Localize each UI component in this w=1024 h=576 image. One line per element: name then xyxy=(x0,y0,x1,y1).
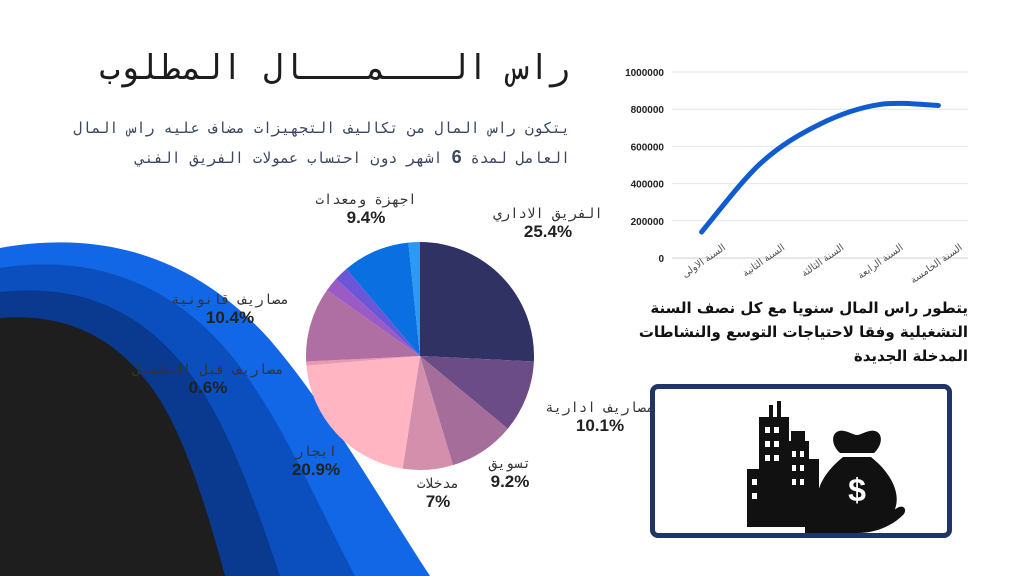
pie-label-value: 7% xyxy=(425,492,451,511)
buildings-money-bag-icon: $ xyxy=(747,401,906,533)
y-tick-label: 600000 xyxy=(631,142,665,153)
series-line xyxy=(699,100,941,235)
pie-label: مصاريف قبل التشغيل 0.6% xyxy=(132,362,284,398)
chart-note: يتطور راس المال سنويا مع كل نصف السنة ال… xyxy=(638,299,968,365)
x-tick-label: السنة الثالثة xyxy=(800,242,847,279)
pie-label-value: 25.4% xyxy=(523,222,573,241)
pie-label-value: 0.6% xyxy=(188,378,228,397)
pie-slice xyxy=(306,356,420,469)
pie-slice xyxy=(306,290,420,362)
pie-slice xyxy=(402,356,453,470)
pie-label-name: ايجار xyxy=(294,444,338,460)
pie-label-name: تسويق xyxy=(488,456,532,472)
y-tick-label: 1000000 xyxy=(625,68,664,79)
pie-slice xyxy=(420,242,534,362)
pie-label-name: اجهزة ومعدات xyxy=(315,192,417,208)
pie-slice xyxy=(346,242,420,356)
pie-label-name: مصاريف قانونية xyxy=(170,292,290,308)
pie-label-value: 10.1% xyxy=(575,416,625,435)
description-part1: يتكون راس المال من تكاليف التجهيزات مضاف… xyxy=(73,119,570,167)
pie-chart xyxy=(306,242,534,470)
description-months: 6 xyxy=(451,147,462,167)
description-part2: اشهر دون احتساب عمولات الفريق الفني xyxy=(135,149,452,167)
pie-label: ايجار 20.9% xyxy=(292,444,340,480)
pie-label: الفريق الاداري 25.4% xyxy=(493,206,603,242)
pie-label: تسويق 9.2% xyxy=(489,456,531,492)
pie-slice xyxy=(420,356,534,429)
pie-label-value: 9.2% xyxy=(490,472,530,491)
pie-label-name: مدخلات xyxy=(416,476,460,492)
x-tick-label: السنة الخامسة xyxy=(909,242,965,286)
description-text: يتكون راس المال من تكاليف التجهيزات مضاف… xyxy=(40,114,570,173)
pie-label: اجهزة ومعدات 9.4% xyxy=(315,192,416,228)
pie-slice xyxy=(335,268,420,356)
y-tick-label: 200000 xyxy=(631,217,665,228)
pie-slice xyxy=(408,242,420,356)
pie-slice xyxy=(306,356,420,366)
pie-label-name: الفريق الاداري xyxy=(493,206,603,222)
pie-label-name: مصاريف قبل التشغيل xyxy=(132,362,284,378)
svg-text:$: $ xyxy=(848,472,866,508)
line-chart: 0 200000 400000 600000 800000 1000000 السنة ال… xyxy=(625,68,968,286)
pie-label-value: 9.4% xyxy=(346,208,386,227)
x-tick-label: السنة الاولى xyxy=(680,242,728,280)
x-tick-label: السنة الثانية xyxy=(741,242,787,279)
pie-slice xyxy=(326,278,420,356)
pie-slice xyxy=(420,356,508,466)
pie-label-name: مصاريف ادارية xyxy=(545,400,655,416)
pie-label-value: 10.4% xyxy=(205,308,255,327)
icon-box: $ xyxy=(650,384,952,538)
x-tick-label: السنة الرابعة xyxy=(856,242,906,281)
y-tick-label: 0 xyxy=(658,254,664,265)
pie-label: مصاريف قانونية 10.4% xyxy=(171,292,289,328)
pie-label: مصاريف ادارية 10.1% xyxy=(545,400,655,436)
pie-label: مدخلات 7% xyxy=(417,476,459,512)
page-title: راس الـــمـــال المطلوب xyxy=(99,48,570,88)
y-tick-label: 400000 xyxy=(631,180,665,191)
y-tick-label: 800000 xyxy=(631,105,665,116)
wave-dark xyxy=(0,317,225,576)
pie-label-value: 20.9% xyxy=(291,460,341,479)
